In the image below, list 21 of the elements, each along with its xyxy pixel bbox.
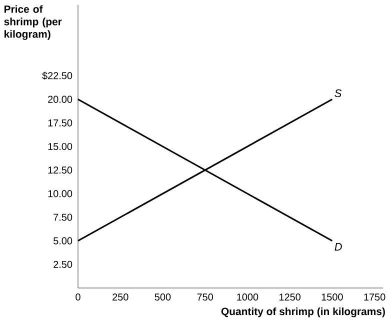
y-axis-title: Price of shrimp (per kilogram)	[4, 5, 62, 40]
x-tick-label: 1000	[237, 294, 258, 301]
x-tick-label: 1750	[364, 294, 386, 301]
x-tick-label: 1500	[322, 294, 343, 301]
y-tick-label: 15.00	[48, 142, 72, 150]
x-axis-title: Quantity of shrimp (in kilograms)	[221, 307, 385, 318]
y-tick-label: 12.50	[48, 166, 72, 174]
y-tick-label: 17.50	[48, 119, 72, 126]
y-tick-label: 20.00	[48, 96, 72, 103]
y-tick-label: 7.50	[54, 214, 72, 221]
x-tick-label: 750	[197, 294, 214, 301]
y-tick-label: $22.50	[42, 72, 72, 80]
y-tick-label: 10.00	[48, 190, 72, 198]
y-tick-label: 5.00	[54, 237, 72, 244]
series-label: D	[334, 243, 342, 251]
x-tick-label: 1250	[279, 294, 300, 301]
y-tick-label: 2.50	[54, 260, 72, 268]
x-tick-label: 0	[76, 294, 80, 301]
x-tick-label: 500	[154, 294, 171, 301]
series-label: S	[334, 89, 342, 98]
x-tick-label: 250	[112, 294, 128, 301]
